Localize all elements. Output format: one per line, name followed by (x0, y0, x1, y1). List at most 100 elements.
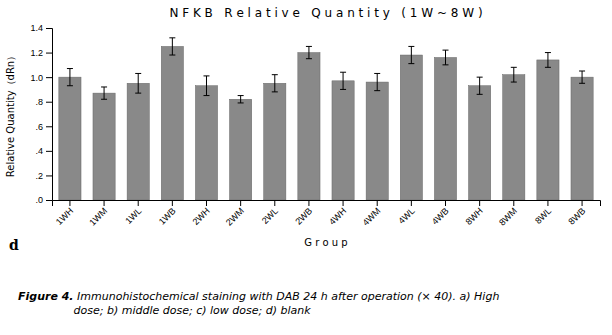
x-tick-label: 1WH (54, 206, 75, 227)
x-tick-mark (445, 200, 446, 206)
x-axis-title: G r o u p (304, 237, 347, 248)
error-bar-cap (203, 95, 209, 96)
x-tick: 2WH (191, 200, 212, 227)
x-tick: 8WB (566, 200, 587, 227)
x-tick-mark (582, 200, 583, 206)
error-bar-stem (172, 38, 173, 55)
error-bar (306, 46, 312, 58)
error-bar-cap (306, 46, 312, 47)
x-tick-mark (547, 200, 548, 206)
error-bar-stem (343, 72, 344, 89)
bar (537, 60, 559, 200)
caption-label: Figure 4. (18, 290, 74, 303)
error-bar-cap (408, 63, 414, 64)
error-bar (511, 67, 517, 82)
x-tick-label: 4WB (430, 206, 451, 227)
error-bar-cap (545, 52, 551, 53)
panel-label: d (9, 237, 19, 253)
error-bar-cap (579, 83, 585, 84)
x-axis-line (53, 201, 601, 207)
error-bar (169, 38, 175, 55)
y-tick-mark (46, 77, 52, 78)
bar (434, 57, 456, 200)
x-tick-label: 1WL (123, 206, 143, 226)
error-bar-cap (374, 90, 380, 91)
title: N F K B R e l a t i v e Q u a n t i t y … (169, 6, 482, 20)
x-tick: 2WM (224, 200, 246, 228)
x-tick: 2WL (260, 200, 280, 226)
bar (93, 93, 115, 200)
error-bar-cap (67, 68, 73, 69)
x-tick-mark (104, 200, 105, 206)
x-tick: 1WM (87, 200, 109, 228)
error-bar (579, 71, 585, 83)
chart: .0.2.4.6.81.01.21.41WH1WM1WL1WB2WH2WM2WL… (0, 0, 612, 335)
x-tick: 2WB (293, 200, 314, 227)
error-bar-stem (69, 69, 70, 86)
y-tick-label: 1.4 (30, 23, 43, 33)
bar (230, 99, 252, 200)
y-tick: .0 (35, 195, 52, 205)
error-bar-cap (340, 72, 346, 73)
error-bar (203, 76, 209, 96)
error-bar-cap (101, 86, 107, 87)
marks (59, 38, 593, 200)
x-tick: 4WM (361, 200, 383, 228)
x-tick-label: 4WL (396, 206, 416, 226)
error-bar-cap (169, 55, 175, 56)
error-bar-cap (511, 67, 517, 68)
caption-line: Immunohistochemical staining with DAB 24… (74, 290, 500, 303)
x-tick-label: 2WB (293, 206, 314, 227)
x-tick: 1WB (157, 200, 178, 227)
error-bar-cap (306, 58, 312, 59)
bar (400, 55, 422, 200)
x-tick-mark (240, 200, 241, 206)
error-bar-cap (238, 95, 244, 96)
x-tick-mark (206, 200, 207, 206)
error-bar (67, 69, 73, 86)
bar (571, 77, 593, 200)
y-tick-mark (46, 175, 52, 176)
x-tick-label: 2WL (260, 206, 280, 226)
y-axis-title: Relative Quantity（dRn） (5, 51, 16, 177)
x-tick: 4WL (396, 200, 416, 226)
y-tick-mark (46, 126, 52, 127)
error-bar-cap (340, 89, 346, 90)
error-bar-stem (547, 53, 548, 68)
bar (195, 86, 217, 200)
error-bar (408, 46, 414, 63)
error-bar-cap (135, 73, 141, 74)
x-tick: 8WL (533, 200, 553, 226)
error-bar-cap (408, 46, 414, 47)
bar (298, 53, 320, 200)
x-tick: 8WH (464, 200, 485, 227)
error-bar-cap (272, 74, 278, 75)
bar (264, 83, 286, 200)
bar (469, 86, 491, 200)
y-tick-label: 1.0 (30, 73, 43, 83)
y-tick: 1.2 (30, 48, 52, 58)
x-tick-mark (69, 200, 70, 206)
x-tick-mark (274, 200, 275, 206)
bar (161, 46, 183, 200)
y-tick-mark (46, 151, 52, 152)
error-bar-cap (374, 73, 380, 74)
x-tick-label: 8WH (464, 206, 485, 227)
error-bar-cap (238, 102, 244, 103)
caption-line: dose; b) middle dose; c) low dose; d) bl… (74, 304, 312, 317)
y-tick: 1.4 (30, 23, 52, 33)
y-tick-label: 1.2 (30, 48, 43, 58)
y-axis: .0.2.4.6.81.01.21.4 (30, 23, 52, 205)
x-tick-label: 8WB (566, 206, 587, 227)
y-tick: .6 (35, 122, 52, 132)
error-bar-cap (67, 85, 73, 86)
error-bar (340, 72, 346, 89)
error-bar (374, 73, 380, 90)
bar (366, 82, 388, 200)
y-tick-label: .2 (35, 171, 43, 181)
error-bar-stem (274, 75, 275, 92)
x-tick-label: 4WM (361, 206, 383, 228)
error-bar-cap (545, 67, 551, 68)
x-tick: 1WH (54, 200, 75, 227)
error-bar-cap (579, 71, 585, 72)
